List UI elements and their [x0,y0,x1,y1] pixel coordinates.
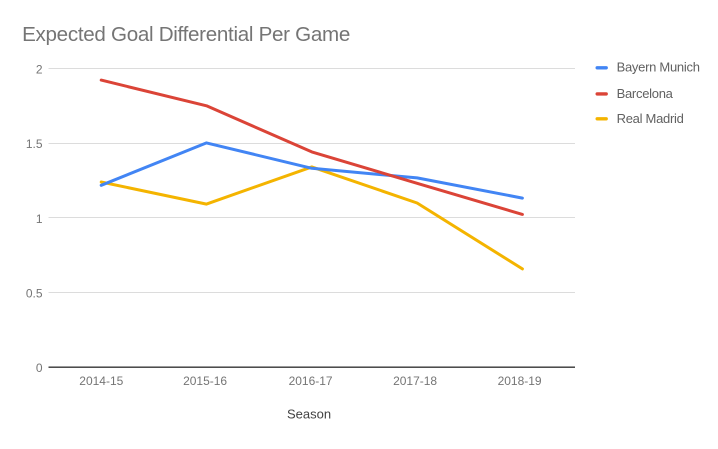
svg-text:Barcelona: Barcelona [617,86,674,101]
svg-text:1: 1 [36,212,43,226]
svg-text:2018-19: 2018-19 [498,374,542,388]
svg-text:2016-17: 2016-17 [289,374,333,388]
svg-text:1.5: 1.5 [26,137,43,151]
svg-text:2015-16: 2015-16 [183,374,227,388]
svg-text:0.5: 0.5 [26,286,43,300]
svg-text:Real Madrid: Real Madrid [617,111,684,126]
svg-text:Season: Season [287,406,331,421]
svg-text:Bayern Munich: Bayern Munich [617,60,700,75]
svg-text:2014-15: 2014-15 [79,374,123,388]
svg-text:0: 0 [36,361,43,375]
svg-text:Expected Goal Differential Per: Expected Goal Differential Per Game [22,23,350,46]
svg-text:2017-18: 2017-18 [393,374,437,388]
svg-text:2: 2 [36,62,43,76]
